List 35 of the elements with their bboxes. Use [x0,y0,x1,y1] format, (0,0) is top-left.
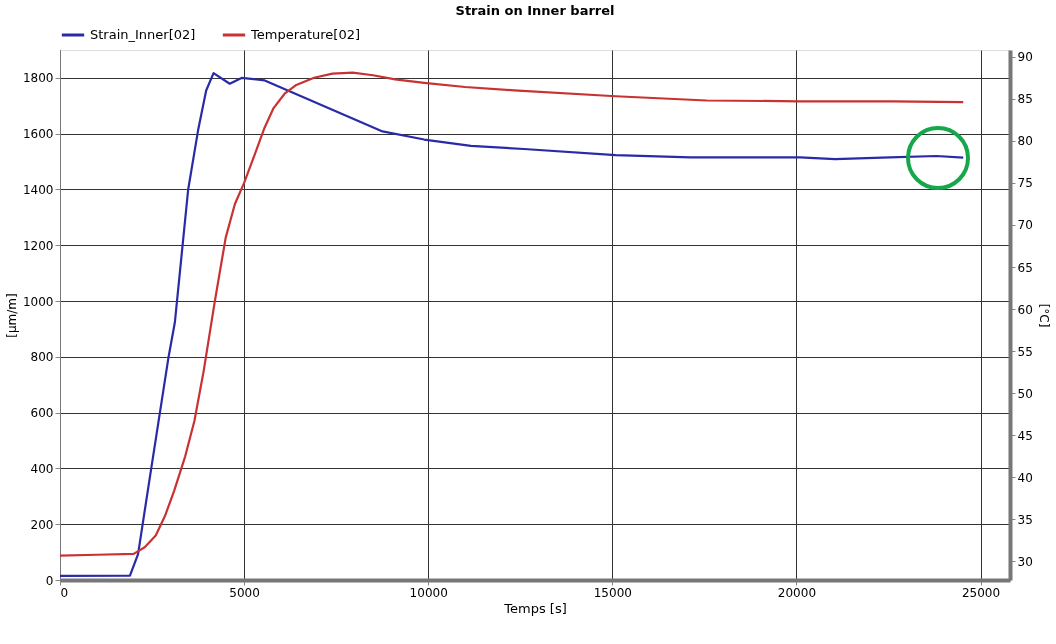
y2-tick-label: 75 [1017,176,1033,191]
chart-title: Strain on Inner barrel [455,3,615,18]
y2-axis-title: [°C] [1036,303,1051,328]
x-tick-label: 25000 [961,585,1001,600]
y2-tick-label: 45 [1017,428,1033,443]
x-tick-label: 20000 [777,585,817,600]
y2-tick-label: 65 [1017,260,1033,275]
y-tick-label: 1400 [22,182,54,197]
y2-tick-label: 60 [1017,302,1033,317]
x-tick-label: 0 [60,585,69,600]
y-tick-label: 1800 [22,71,54,86]
y-tick-label: 600 [30,406,54,421]
x-tick-label: 5000 [229,585,260,600]
x-tick-label: 15000 [593,585,632,600]
y2-tick-label: 35 [1017,512,1033,527]
y2-tick-label: 90 [1017,50,1033,65]
y-tick-label: 400 [30,461,54,476]
y-tick-label: 1200 [22,238,54,253]
y2-tick-label: 55 [1017,344,1033,359]
y-tick-label: 1600 [22,127,54,142]
y-tick-label: 1000 [22,294,54,309]
x-tick-label: 10000 [409,585,448,600]
y2-tick-label: 30 [1017,554,1033,569]
y2-tick-label: 70 [1017,218,1033,233]
y2-tick-label: 80 [1017,134,1033,149]
legend-label: Temperature[02] [250,27,361,42]
y2-tick-label: 85 [1017,92,1033,107]
legend-label: Strain_Inner[02] [90,27,196,42]
x-axis-title: Temps [s] [503,600,567,616]
y2-tick-label: 40 [1017,470,1033,485]
y-tick-label: 800 [30,350,54,365]
y-tick-label: 0 [45,573,54,588]
y-axis-title: [µm/m] [4,293,19,338]
y2-tick-label: 50 [1017,386,1033,401]
y-tick-label: 200 [30,517,54,532]
